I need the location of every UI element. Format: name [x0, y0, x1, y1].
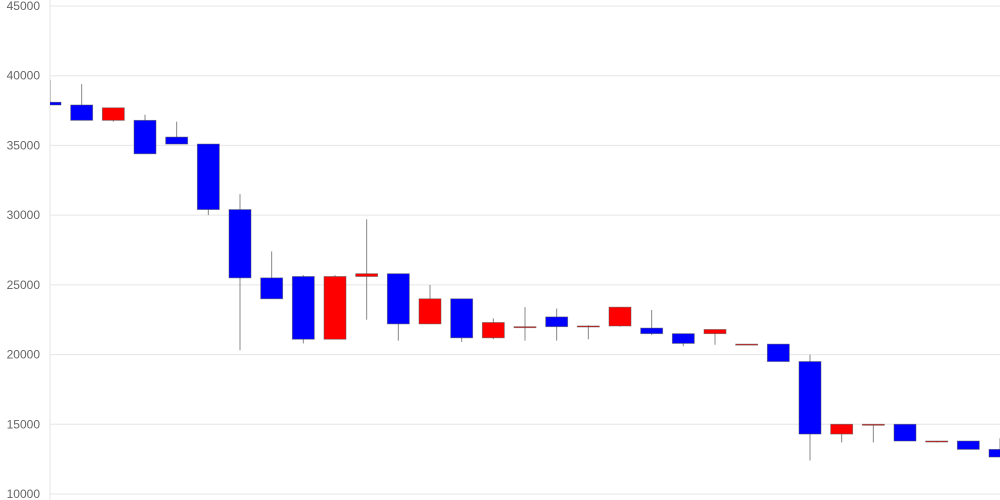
candle [513, 307, 537, 341]
y-tick-label: 35000 [7, 138, 41, 152]
y-axis-ticks: 10000 15000 20000 25000 30000 35000 40000 45000 [7, 0, 41, 500]
candle [50, 79, 62, 106]
candle-body [50, 101, 62, 106]
candle-body [133, 119, 157, 155]
candle [101, 107, 125, 122]
candle-body [671, 333, 695, 344]
candle-body [196, 143, 220, 210]
candle-body [355, 273, 379, 277]
candle [481, 318, 505, 340]
candle-body [481, 322, 505, 339]
candle [386, 273, 410, 341]
y-tick-label: 20000 [7, 348, 41, 362]
candles [50, 79, 1000, 461]
candle-body [861, 423, 885, 426]
y-tick-label: 30000 [7, 208, 41, 222]
candle-body [576, 325, 600, 328]
candle-body [545, 316, 569, 328]
candle [766, 343, 790, 362]
candle [165, 121, 189, 145]
candle-body [988, 448, 1000, 458]
candle [671, 333, 695, 347]
candle-body [925, 440, 949, 443]
candle [450, 298, 474, 343]
candle-body [70, 104, 94, 121]
candle [228, 194, 252, 351]
candle [956, 440, 980, 450]
candle-body [830, 423, 854, 435]
candle-body [703, 329, 727, 335]
candle-body [101, 107, 125, 121]
candle [291, 275, 315, 344]
candle [893, 423, 917, 442]
candle [608, 306, 632, 327]
candle-body [640, 327, 664, 335]
candle [861, 423, 885, 443]
candle [576, 325, 600, 340]
candle [545, 308, 569, 341]
candle [798, 354, 822, 461]
y-tick-label: 15000 [7, 417, 41, 431]
candle [640, 309, 664, 336]
candle-body [323, 276, 347, 340]
y-tick-label: 40000 [7, 69, 41, 83]
candle-body [450, 298, 474, 339]
candle [988, 438, 1000, 458]
candle-body [228, 209, 252, 279]
gridlines [50, 5, 1000, 495]
candle-body [418, 298, 442, 325]
y-tick-label: 10000 [7, 487, 41, 500]
candle-body [386, 273, 410, 325]
candle-body [291, 276, 315, 340]
candle-body [766, 343, 790, 362]
candle-body [260, 277, 284, 300]
y-tick-label: 25000 [7, 278, 41, 292]
candle-body [956, 440, 980, 450]
candle [355, 219, 379, 320]
candle [830, 423, 854, 443]
y-tick-label: 45000 [7, 0, 41, 13]
candle [260, 251, 284, 300]
candle [323, 275, 347, 340]
candle [196, 143, 220, 216]
candle-body [608, 306, 632, 327]
candle-body [893, 423, 917, 442]
candle-body [165, 136, 189, 145]
candle [133, 114, 157, 155]
candle-body [798, 361, 822, 435]
candle-body [735, 343, 759, 346]
candle-body [513, 326, 537, 329]
candle [703, 329, 727, 345]
candle [418, 284, 442, 325]
candle [70, 84, 94, 121]
candle [735, 343, 759, 346]
candle [925, 440, 949, 443]
